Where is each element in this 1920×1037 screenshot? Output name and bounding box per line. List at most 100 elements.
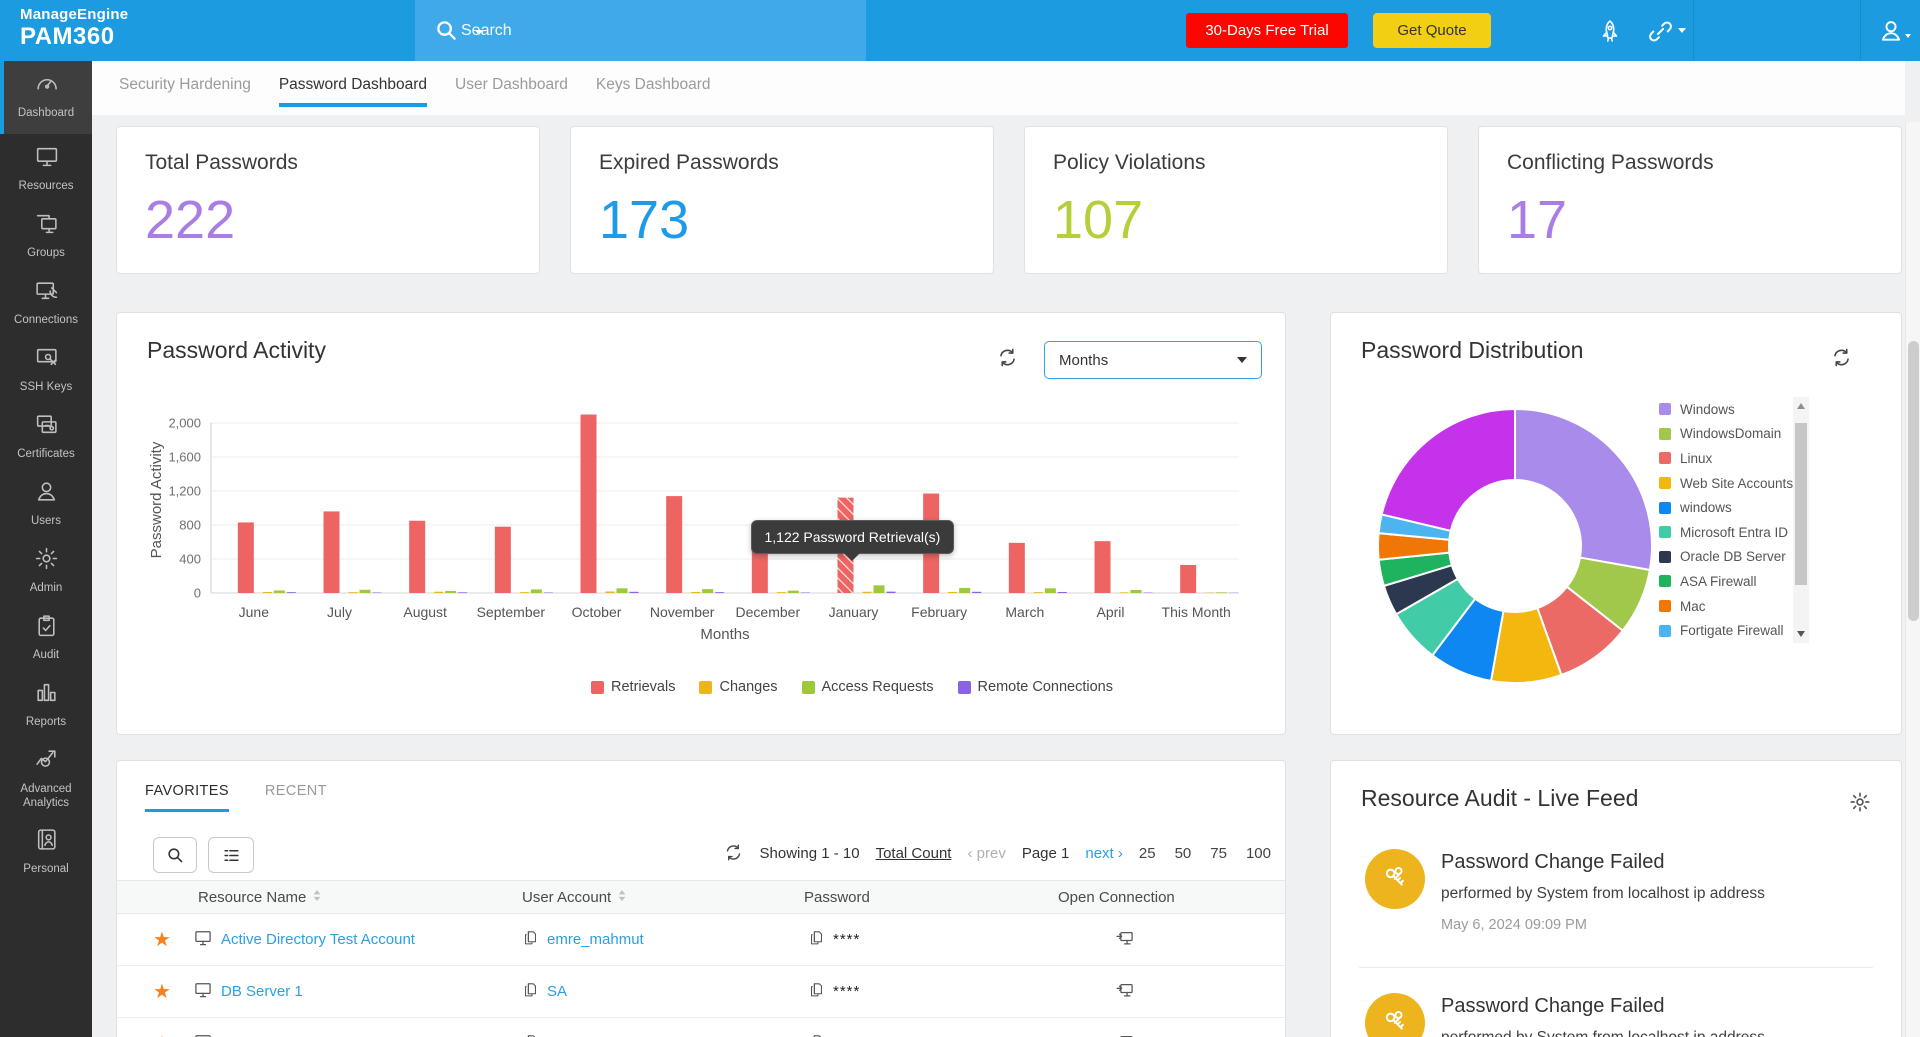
legend-item-fortigate-firewall[interactable]: Fortigate Firewall [1659,618,1793,643]
resource-link[interactable]: Active Directory Test Account [221,931,415,948]
column-header-user-account[interactable]: User Account [522,889,804,906]
tab-keys-dashboard[interactable]: Keys Dashboard [595,76,711,93]
free-trial-button[interactable]: 30-Days Free Trial [1186,13,1348,48]
legend-item-mac[interactable]: Mac [1659,594,1793,619]
bar-remote-connections-july[interactable] [372,592,382,593]
donut-slice-unlabeled[interactable] [1380,408,1516,532]
link-caret-icon[interactable] [1678,28,1686,33]
page-size-75[interactable]: 75 [1210,844,1227,862]
user-account-icon[interactable] [1878,16,1908,46]
bar-remote-connections-october[interactable] [629,591,639,593]
bar-changes-january[interactable] [862,591,872,593]
bar-remote-connections-january[interactable] [886,591,896,593]
page-size-50[interactable]: 50 [1174,844,1192,862]
legend-item-linux[interactable]: Linux [1659,446,1793,471]
brand-logo[interactable]: ManageEngine PAM360 [20,6,128,50]
legend-item-microsoft-entra-id[interactable]: Microsoft Entra ID [1659,520,1793,545]
bar-retrievals-this-month[interactable] [1180,564,1197,593]
bar-retrievals-december[interactable] [751,547,768,593]
legend-item-windows[interactable]: windows [1659,495,1793,520]
gear-icon[interactable] [1849,791,1873,815]
open-connection-icon[interactable] [1114,928,1136,952]
bar-changes-july[interactable] [348,592,358,593]
refresh-icon[interactable] [724,843,744,863]
copy-icon[interactable] [808,928,825,951]
bar-retrievals-august[interactable] [409,520,426,593]
bar-retrievals-june[interactable] [237,522,254,593]
bar-remote-connections-february[interactable] [972,591,982,593]
sort-icon[interactable] [312,889,322,906]
copy-icon[interactable] [522,928,539,951]
refresh-icon[interactable] [997,347,1021,371]
open-connection-icon[interactable] [1114,980,1136,1004]
bar-access-requests-december[interactable] [787,590,799,593]
bar-changes-september[interactable] [519,592,529,593]
legend-item-remote-connections[interactable]: Remote Connections [957,679,1113,695]
bar-changes-december[interactable] [776,592,786,593]
bar-retrievals-march[interactable] [1008,542,1025,593]
bar-remote-connections-june[interactable] [286,592,296,593]
sidebar-item-admin[interactable]: Admin [0,536,92,603]
bar-remote-connections-november[interactable] [715,592,725,593]
bar-retrievals-april[interactable] [1094,541,1111,593]
sidebar-item-connections[interactable]: Connections [0,268,92,335]
bar-changes-april[interactable] [1119,592,1129,593]
legend-item-changes[interactable]: Changes [699,679,778,695]
tab-security-hardening[interactable]: Security Hardening [119,76,251,93]
total-count-link[interactable]: Total Count [875,844,952,862]
favorite-star-icon[interactable]: ★ [153,929,171,951]
sidebar-item-users[interactable]: Users [0,469,92,536]
tab-recent[interactable]: RECENT [264,783,327,799]
bar-changes-june[interactable] [262,591,272,593]
tab-password-dashboard[interactable]: Password Dashboard [278,76,428,107]
sidebar-item-audit[interactable]: Audit [0,603,92,670]
column-header-open-connection[interactable]: Open Connection [1058,889,1175,906]
table-search-button[interactable] [153,837,197,873]
column-header-resource-name[interactable]: Resource Name [198,889,522,906]
bar-remote-connections-december[interactable] [800,592,810,593]
user-account-link[interactable]: SA [547,983,568,1000]
bar-retrievals-november[interactable] [666,496,683,593]
bar-access-requests-august[interactable] [445,590,457,593]
bar-retrievals-july[interactable] [323,511,340,593]
sidebar-item-dashboard[interactable]: Dashboard [0,61,92,134]
tab-favorites[interactable]: FAVORITES [145,783,229,812]
column-chooser-button[interactable] [208,837,254,873]
bar-changes-february[interactable] [948,591,958,593]
bar-access-requests-july[interactable] [359,589,371,593]
password-distribution-chart[interactable] [1369,401,1661,691]
bar-retrievals-october[interactable] [580,414,597,594]
bar-changes-august[interactable] [434,591,444,593]
get-quote-button[interactable]: Get Quote [1373,13,1491,48]
copy-icon[interactable] [522,1032,539,1037]
legend-item-windowsdomain[interactable]: WindowsDomain [1659,422,1793,447]
bar-retrievals-september[interactable] [494,526,511,593]
resource-link[interactable]: DB Server 1 [221,983,303,1000]
page-size-25[interactable]: 25 [1138,844,1156,862]
sidebar-item-ssh-keys[interactable]: SSH Keys [0,335,92,402]
page-size-100[interactable]: 100 [1245,844,1271,862]
search-scope-caret-icon[interactable] [475,30,483,35]
page-scrollbar-thumb[interactable] [1908,341,1919,621]
link-icon[interactable] [1648,16,1678,46]
scroll-down-icon[interactable] [1797,631,1805,637]
bar-access-requests-april[interactable] [1130,589,1142,593]
search-input[interactable] [461,21,791,40]
bar-access-requests-june[interactable] [273,590,285,593]
legend-item-oracle-db-server[interactable]: Oracle DB Server [1659,545,1793,570]
sidebar-item-groups[interactable]: Groups [0,201,92,268]
copy-icon[interactable] [808,980,825,1003]
sidebar-item-reports[interactable]: Reports [0,670,92,737]
bar-remote-connections-august[interactable] [458,592,468,593]
legend-item-web-site-accounts[interactable]: Web Site Accounts [1659,471,1793,496]
open-connection-icon[interactable] [1114,1032,1136,1037]
sidebar-item-certificates[interactable]: Certificates [0,402,92,469]
copy-icon[interactable] [522,980,539,1003]
sidebar-item-personal[interactable]: Personal [0,817,92,884]
scroll-up-icon[interactable] [1797,403,1805,409]
period-select[interactable]: Months [1044,341,1262,379]
user-caret-icon[interactable] [1905,34,1911,38]
favorite-star-icon[interactable]: ★ [153,981,171,1003]
copy-icon[interactable] [808,1032,825,1037]
